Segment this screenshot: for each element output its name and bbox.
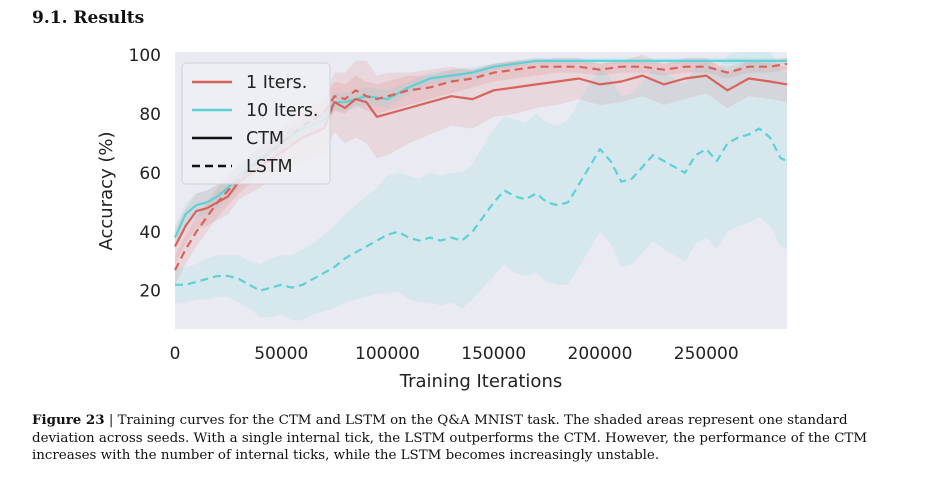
- y-tick-label: 80: [139, 105, 161, 125]
- x-tick-label: 150000: [461, 344, 526, 364]
- x-tick-label: 0: [170, 344, 181, 364]
- y-tick-label: 100: [129, 46, 161, 66]
- y-tick-label: 20: [139, 282, 161, 302]
- legend-box: [181, 62, 331, 185]
- x-tick-label: 50000: [254, 344, 308, 364]
- caption-text: Training curves for the CTM and LSTM on …: [32, 413, 868, 463]
- legend-label: 10 Iters.: [246, 101, 319, 121]
- y-axis-title: Accuracy (%): [96, 131, 117, 250]
- x-tick-label: 100000: [355, 344, 420, 364]
- line-10-iters-lstm: [175, 127, 788, 292]
- legend-label: 1 Iters.: [246, 73, 307, 93]
- figure-label: Figure 23: [32, 412, 105, 428]
- legend-label: LSTM: [246, 157, 293, 177]
- band-10-iters-lstm: [175, 52, 787, 321]
- legend-label: CTM: [246, 129, 284, 149]
- x-tick-label: 250000: [674, 344, 739, 364]
- y-tick-label: 60: [139, 164, 161, 184]
- legend: 1 Iters. 10 Iters. CTM LSTM: [181, 62, 331, 185]
- x-tick-label: 200000: [568, 344, 633, 364]
- caption-separator: |: [104, 413, 118, 428]
- training-curves-chart: 20 40 60 80 100 0 50000 100000 150000 200000 25000…: [96, 46, 788, 392]
- figure-caption: Figure 23 | Training curves for the CTM …: [32, 412, 912, 465]
- x-axis-title: Training Iterations: [399, 371, 562, 392]
- section-heading: 9.1. Results: [32, 8, 145, 28]
- y-tick-label: 40: [139, 223, 161, 243]
